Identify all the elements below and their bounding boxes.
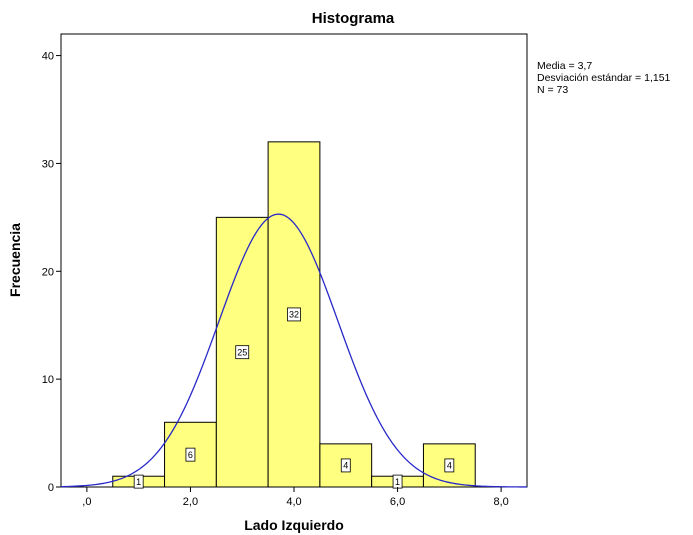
- bar-count-text: 4: [343, 461, 348, 471]
- bar-count-text: 4: [447, 461, 452, 471]
- x-tick-label: ,0: [82, 496, 91, 508]
- bar-labels-layer: 1 6 25 32 4 1 4: [133, 307, 455, 489]
- normal-curve: [60, 213, 527, 488]
- bar-count-label-1: 1: [133, 474, 144, 489]
- bar-count-text: 25: [237, 347, 247, 357]
- bar-count-box: [340, 458, 351, 473]
- bar-count-label-4: 32: [287, 307, 301, 322]
- x-tick-label: 2,0: [183, 496, 198, 508]
- bar-count-box: [235, 345, 250, 360]
- y-tick-label: 0: [48, 482, 54, 494]
- bar-count-label-7: 4: [444, 458, 455, 473]
- bar-count-label-5: 4: [340, 458, 351, 473]
- bar-count-box: [287, 307, 301, 322]
- bar-count-label-6: 1: [392, 474, 403, 489]
- x-tick-label: 6,0: [390, 496, 405, 508]
- bar-count-text: 6: [188, 450, 193, 460]
- y-tick-label: 30: [42, 158, 54, 170]
- bar-count-label-2: 6: [185, 447, 196, 462]
- bar-count-box: [444, 458, 455, 473]
- chart-title: Histograma: [312, 10, 395, 27]
- y-axis-label: Frecuencia: [7, 223, 23, 297]
- bar-count-box: [185, 447, 196, 462]
- y-tick-label: 10: [42, 374, 54, 386]
- bar-count-text: 1: [136, 477, 141, 487]
- y-tick-label: 20: [42, 266, 54, 278]
- bar-count-text: 32: [289, 310, 299, 320]
- stats-n: N = 73: [537, 84, 568, 96]
- stats-mean: Media = 3,7: [537, 60, 592, 72]
- stats-std-dev: Desviación estándar = 1,151: [537, 72, 671, 84]
- y-axis: 0 10 20 30 40: [42, 51, 61, 494]
- x-tick-label: 4,0: [286, 496, 301, 508]
- x-tick-label: 8,0: [493, 496, 508, 508]
- x-axis: ,0 2,0 4,0 6,0 8,0: [82, 487, 509, 508]
- y-tick-label: 40: [42, 51, 54, 63]
- x-axis-label: Lado Izquierdo: [244, 517, 344, 533]
- bar-count-box: [133, 474, 144, 489]
- bar-count-label-3: 25: [235, 345, 250, 360]
- bar-count-text: 1: [395, 477, 400, 487]
